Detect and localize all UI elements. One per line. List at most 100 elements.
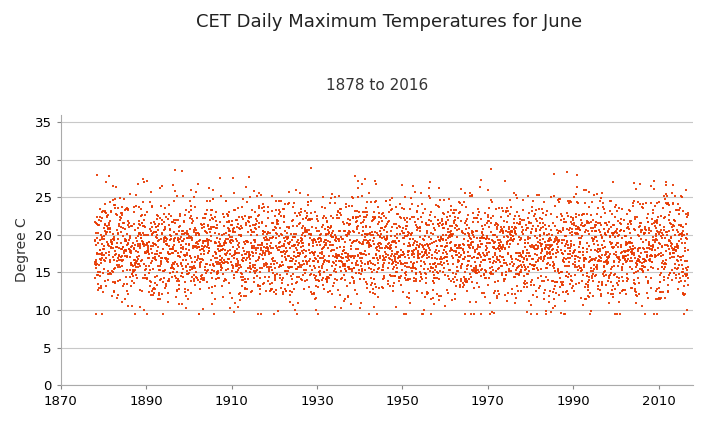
Point xyxy=(643,225,654,231)
Point xyxy=(372,220,383,227)
Point xyxy=(462,262,473,269)
Point xyxy=(651,310,663,317)
Point xyxy=(367,285,378,292)
Point xyxy=(468,266,479,273)
Point xyxy=(511,195,523,202)
Point xyxy=(432,290,443,297)
Point xyxy=(467,228,478,234)
Point xyxy=(604,271,615,278)
Point xyxy=(235,226,246,233)
Point xyxy=(311,306,322,313)
Point xyxy=(107,231,118,237)
Point xyxy=(101,223,113,230)
Point xyxy=(211,255,222,262)
Point xyxy=(532,310,543,317)
Point xyxy=(336,251,347,258)
Point xyxy=(472,219,484,225)
Point xyxy=(127,239,139,246)
Point xyxy=(388,239,399,246)
Point xyxy=(249,222,261,228)
Point xyxy=(297,272,308,278)
Point xyxy=(394,274,405,280)
Point xyxy=(155,202,166,209)
Point xyxy=(205,229,216,236)
Point xyxy=(502,233,513,240)
Point xyxy=(535,242,547,249)
Point xyxy=(433,204,444,211)
Point xyxy=(343,253,354,259)
Point xyxy=(677,228,688,234)
Point xyxy=(258,248,269,255)
Point xyxy=(441,214,452,221)
Point xyxy=(445,277,457,284)
Point xyxy=(500,276,511,283)
Point xyxy=(492,295,503,302)
Point xyxy=(106,268,118,275)
Point xyxy=(555,269,566,275)
Point xyxy=(608,243,620,250)
Point xyxy=(384,245,396,252)
Point xyxy=(465,262,476,269)
Point xyxy=(287,255,299,262)
Point xyxy=(181,207,192,214)
Point xyxy=(476,230,488,236)
Point xyxy=(530,226,542,233)
Point xyxy=(679,277,690,284)
Point xyxy=(387,288,399,294)
Point xyxy=(367,238,379,244)
Point xyxy=(483,255,494,262)
Point xyxy=(553,197,564,203)
Point xyxy=(468,310,479,317)
Point xyxy=(271,219,282,225)
Point xyxy=(190,226,202,233)
Point xyxy=(569,249,580,255)
Point xyxy=(344,229,355,236)
Point xyxy=(304,242,315,248)
Point xyxy=(145,188,156,195)
Point xyxy=(571,263,582,270)
Point xyxy=(560,233,571,239)
Point xyxy=(677,230,688,237)
Point xyxy=(406,248,418,255)
Point xyxy=(432,220,443,227)
Point xyxy=(588,192,600,198)
Point xyxy=(525,310,536,317)
Point xyxy=(653,252,664,259)
Point xyxy=(389,257,401,264)
Point xyxy=(400,272,411,278)
Point xyxy=(515,253,527,260)
Point xyxy=(355,276,366,283)
Point xyxy=(348,214,359,221)
Point xyxy=(312,217,324,224)
Point xyxy=(109,196,120,203)
Point xyxy=(324,242,336,249)
Point xyxy=(413,244,424,250)
Point xyxy=(117,283,128,290)
Point xyxy=(541,249,552,256)
Point xyxy=(632,232,644,239)
Point xyxy=(484,217,495,224)
Point xyxy=(459,231,471,237)
Point xyxy=(624,247,635,254)
Point xyxy=(626,240,637,247)
Point xyxy=(592,245,603,252)
Point xyxy=(513,263,525,269)
Point xyxy=(210,214,221,220)
Point xyxy=(537,278,548,285)
Point xyxy=(173,252,185,259)
Point xyxy=(590,221,601,228)
Point xyxy=(228,228,239,235)
Point xyxy=(673,238,685,245)
Point xyxy=(600,251,611,258)
Point xyxy=(125,244,137,251)
Point xyxy=(172,253,183,259)
Point xyxy=(394,258,406,265)
Point xyxy=(668,250,679,256)
Point xyxy=(198,276,210,283)
Point xyxy=(360,251,372,258)
Point xyxy=(200,211,212,217)
Point xyxy=(675,257,687,264)
Point xyxy=(433,234,444,241)
Point xyxy=(675,205,686,212)
Point xyxy=(118,249,130,256)
